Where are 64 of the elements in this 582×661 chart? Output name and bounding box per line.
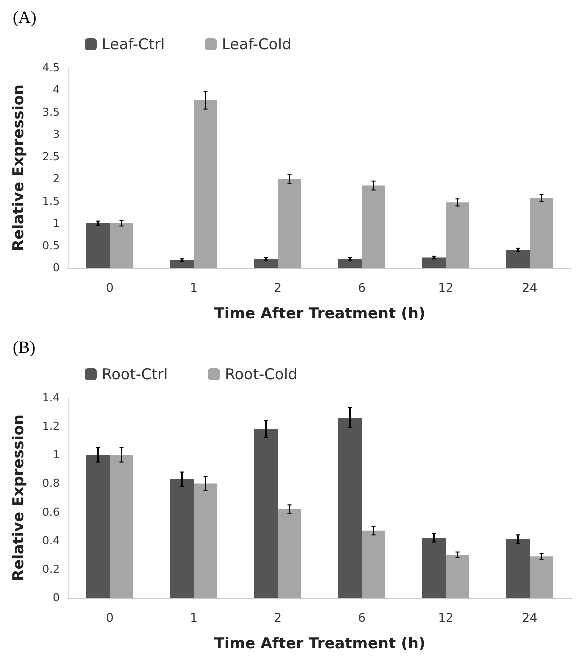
- y-tick-label: 1.4: [42, 392, 60, 404]
- x-axis-title: Time After Treatment (h): [214, 634, 426, 652]
- bar: [170, 479, 194, 598]
- bar: [362, 530, 386, 598]
- y-tick-label: 2.5: [42, 150, 60, 164]
- y-tick-label: 1.2: [42, 420, 60, 434]
- legend-label: Root-Ctrl: [102, 366, 168, 384]
- x-tick-label: 24: [522, 281, 538, 295]
- y-tick-label: 0.8: [42, 477, 60, 490]
- y-tick-label: 0.4: [42, 534, 60, 548]
- y-tick-label: 0.2: [42, 562, 60, 576]
- bar: [194, 484, 218, 598]
- bar: [338, 418, 362, 598]
- y-axis-title: Relative Expression: [10, 414, 28, 582]
- bar: [86, 224, 110, 268]
- x-tick-label: 2: [274, 281, 282, 295]
- x-tick-label: 1: [190, 281, 198, 295]
- y-tick-label: 0: [53, 592, 60, 604]
- legend-label: Leaf-Ctrl: [102, 36, 166, 54]
- y-tick-label: 3: [53, 128, 60, 142]
- x-tick-label: 1: [190, 611, 198, 625]
- x-tick-label: 12: [438, 281, 454, 295]
- x-tick-label: 6: [358, 281, 366, 295]
- y-tick-label: 0.6: [42, 506, 60, 519]
- bar: [422, 538, 446, 598]
- y-tick-label: 2: [53, 172, 60, 186]
- y-tick-label: 3.5: [42, 106, 60, 119]
- bar: [422, 258, 446, 268]
- chart-title: (B): [13, 338, 36, 357]
- bar: [110, 224, 134, 268]
- bar: [194, 100, 218, 268]
- y-tick-label: 1.5: [42, 194, 60, 208]
- bar: [506, 250, 530, 268]
- x-tick-label: 0: [106, 611, 114, 625]
- bar: [254, 259, 278, 268]
- bar: [278, 179, 302, 268]
- bar: [530, 556, 554, 598]
- y-tick-label: 4.5: [42, 62, 60, 74]
- legend-label: Root-Cold: [225, 366, 298, 384]
- x-tick-label: 2: [274, 611, 282, 625]
- bar: [530, 198, 554, 268]
- x-tick-label: 6: [358, 611, 366, 625]
- bar: [446, 202, 470, 268]
- bar: [278, 509, 302, 598]
- x-tick-label: 12: [438, 611, 454, 625]
- x-tick-label: 0: [106, 281, 114, 295]
- bar: [338, 259, 362, 268]
- bar: [506, 539, 530, 598]
- bar: [446, 555, 470, 598]
- y-tick-label: 1: [53, 217, 60, 230]
- legend-label: Leaf-Cold: [222, 36, 292, 54]
- bar: [254, 429, 278, 598]
- y-tick-label: 0.5: [42, 239, 60, 252]
- y-tick-label: 0: [53, 262, 60, 274]
- x-axis-title: Time After Treatment (h): [214, 304, 426, 322]
- bar: [86, 455, 110, 598]
- y-axis-title: Relative Expression: [10, 84, 28, 252]
- bar: [110, 455, 134, 598]
- y-tick-label: 4: [53, 84, 60, 97]
- x-tick-label: 24: [522, 611, 538, 625]
- bar: [362, 186, 386, 268]
- chart-title: (A): [13, 8, 37, 27]
- y-tick-label: 1: [53, 448, 60, 462]
- bar: [170, 260, 194, 268]
